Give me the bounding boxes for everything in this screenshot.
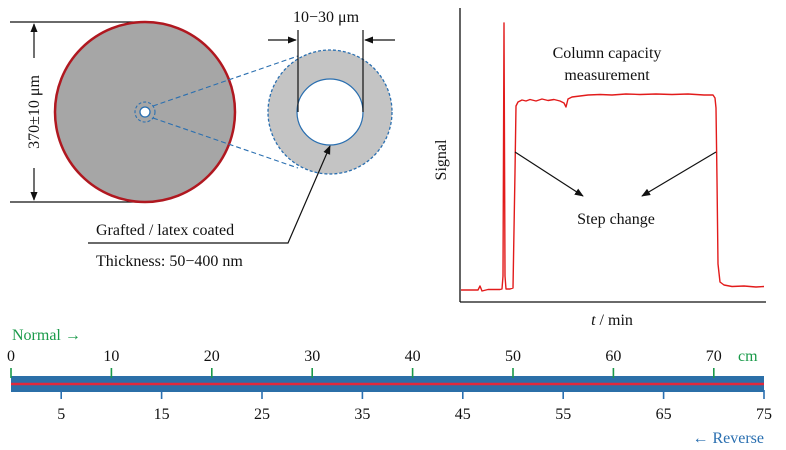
reverse-tick-label: 15	[154, 406, 170, 423]
step-arrow-right	[641, 151, 717, 197]
diameter-label: 370±10 μm	[26, 75, 43, 149]
coating-label: Grafted / latex coated	[96, 222, 234, 239]
length-scale-panel: Normal → 0 10 20 30 40 50 60 70 cm 5 15 25 35 45 55 6…	[7, 327, 772, 447]
bore-highlight-dashed	[134, 101, 156, 123]
normal-tick-label: 20	[204, 348, 220, 365]
reverse-tick-label: 5	[57, 406, 65, 423]
magnified-capillary-bore	[296, 78, 364, 146]
thickness-label: Thickness: 50−400 nm	[96, 253, 243, 270]
normal-tick-label: 10	[103, 348, 119, 365]
x-axis-label: t / min	[591, 312, 633, 329]
step-arrow-left	[514, 151, 584, 197]
cross-section-panel: 370±10 μm 10−30 μm Grafted / latex coate…	[10, 9, 395, 270]
zoom-line-lower	[152, 117, 299, 169]
capillary-bore	[139, 106, 151, 118]
unit-label: cm	[738, 348, 758, 365]
x-axis-unit: / min	[596, 312, 633, 329]
normal-tick-label: 0	[7, 348, 15, 365]
coating-leader-line	[88, 145, 331, 244]
x-axis-variable: t	[591, 312, 596, 329]
zoom-line-upper	[152, 55, 299, 107]
reverse-ticks	[60, 390, 765, 399]
reverse-direction-label: ← Reverse	[692, 430, 764, 447]
capacity-annotation-line2: measurement	[564, 67, 650, 84]
normal-tick-label: 60	[605, 348, 621, 365]
y-axis-label: Signal	[433, 139, 450, 180]
normal-tick-labels: 0 10 20 30 40 50 60 70	[7, 348, 722, 365]
normal-direction-label: Normal →	[12, 327, 81, 344]
reverse-tick-label: 75	[756, 406, 772, 423]
normal-tick-label: 70	[706, 348, 722, 365]
signal-plot-panel: Signal t / min Column capacity measureme…	[433, 8, 766, 329]
normal-ticks	[10, 368, 715, 378]
wall-label: 10−30 μm	[293, 9, 360, 26]
reverse-tick-label: 65	[656, 406, 672, 423]
reverse-tick-label: 25	[254, 406, 270, 423]
reverse-tick-label: 55	[555, 406, 571, 423]
capacity-annotation-line1: Column capacity	[553, 45, 662, 62]
signal-trace	[461, 22, 765, 292]
reverse-tick-label: 35	[354, 406, 370, 423]
reverse-tick-labels: 5 15 25 35 45 55 65 75	[57, 406, 772, 423]
reverse-tick-label: 45	[455, 406, 471, 423]
normal-tick-label: 40	[405, 348, 421, 365]
normal-tick-label: 30	[304, 348, 320, 365]
step-change-label: Step change	[577, 211, 655, 228]
normal-tick-label: 50	[505, 348, 521, 365]
